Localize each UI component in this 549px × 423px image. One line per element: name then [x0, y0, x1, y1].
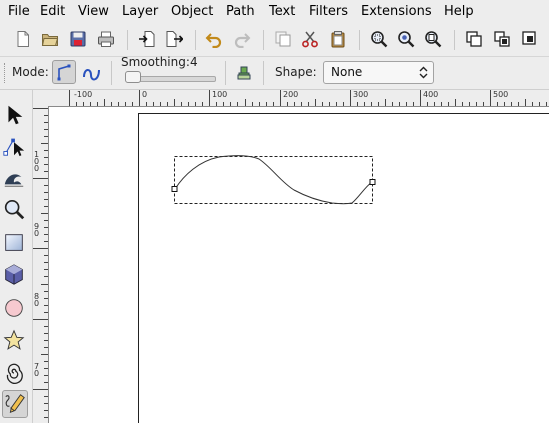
- separator: [225, 61, 226, 85]
- separator: [111, 61, 112, 85]
- zoom-drawing-icon[interactable]: [397, 30, 415, 48]
- hruler-label: 300: [353, 90, 369, 99]
- arrow-cursor-icon: [8, 105, 23, 125]
- grip-handle[interactable]: [4, 63, 7, 83]
- separator: [195, 30, 196, 50]
- ellipse-icon: [5, 299, 23, 317]
- ungroup-icon[interactable]: [493, 30, 511, 48]
- rectangle-icon: [5, 234, 23, 251]
- new-document-icon[interactable]: [14, 30, 32, 48]
- hruler-label: 500: [493, 90, 509, 99]
- save-icon[interactable]: [69, 30, 87, 48]
- horizontal-ruler-ticks: [69, 90, 547, 106]
- open-folder-icon[interactable]: [41, 30, 59, 48]
- smoothing-value: 4: [190, 55, 198, 69]
- pencil-icon: [5, 394, 25, 414]
- node-tool[interactable]: [2, 133, 28, 161]
- vertical-ruler[interactable]: 100 90 80 70: [33, 106, 49, 423]
- tweak-tool[interactable]: [2, 164, 28, 192]
- undo-icon[interactable]: [205, 30, 223, 48]
- zoom-tool[interactable]: [2, 197, 28, 225]
- spiro-mode-button[interactable]: [81, 60, 105, 84]
- use-last-style-icon[interactable]: [235, 63, 253, 81]
- cut-icon[interactable]: [301, 30, 319, 48]
- bezier-path-icon: [57, 64, 71, 81]
- zoom-selection-icon[interactable]: [370, 30, 388, 48]
- hruler-label: 200: [283, 90, 299, 99]
- menu-layer[interactable]: Layer: [122, 4, 159, 19]
- freehand-path[interactable]: [174, 155, 373, 205]
- vruler-label: 70: [34, 362, 40, 378]
- regular-bezier-mode-button[interactable]: [52, 60, 76, 84]
- tweak-wave-icon: [4, 174, 24, 187]
- menu-bar: File Edit View Layer Object Path Text Fi…: [0, 0, 549, 23]
- zoom-page-icon[interactable]: [424, 30, 442, 48]
- menu-filters[interactable]: Filters: [309, 4, 348, 19]
- duplicate-icon[interactable]: [274, 30, 292, 48]
- selector-tool[interactable]: [2, 102, 28, 130]
- canvas-drawing: [138, 113, 549, 423]
- 3d-box-tool[interactable]: [2, 262, 28, 290]
- vruler-label: 100: [34, 150, 40, 173]
- hruler-label: 100: [212, 90, 228, 99]
- commands-bar: [0, 24, 549, 57]
- rectangle-tool[interactable]: [2, 230, 28, 258]
- vruler-label: 90: [34, 222, 40, 238]
- menu-edit[interactable]: Edit: [40, 4, 66, 19]
- separator: [127, 30, 128, 50]
- tool-controls-bar: Mode: Smoothing: 4 Shape:: [0, 55, 549, 90]
- separator: [263, 61, 264, 85]
- menu-object[interactable]: Object: [171, 4, 214, 19]
- ruler-corner: [33, 90, 50, 107]
- mode-label: Mode:: [12, 65, 49, 79]
- path-start-node[interactable]: [171, 186, 178, 192]
- paste-icon[interactable]: [329, 30, 347, 48]
- group-icon[interactable]: [465, 30, 483, 48]
- menu-view[interactable]: View: [78, 4, 109, 19]
- export-icon[interactable]: [165, 30, 183, 48]
- shape-select[interactable]: None: [323, 61, 434, 84]
- import-icon[interactable]: [138, 30, 156, 48]
- separator: [263, 30, 264, 50]
- horizontal-ruler[interactable]: -100 0 100 200 300 400 500: [50, 90, 549, 107]
- ellipse-tool[interactable]: [2, 295, 28, 323]
- separator: [359, 30, 360, 50]
- page-border: [138, 113, 549, 423]
- lock-icon[interactable]: [521, 30, 539, 48]
- drawing-canvas[interactable]: [49, 107, 549, 423]
- menu-path[interactable]: Path: [226, 4, 255, 19]
- hruler-label: 400: [423, 90, 439, 99]
- redo-icon[interactable]: [233, 30, 251, 48]
- menu-text[interactable]: Text: [269, 4, 296, 19]
- 3d-box-icon: [5, 264, 23, 285]
- hruler-label: 0: [142, 90, 148, 99]
- toolbox: [0, 90, 33, 423]
- shape-select-value: None: [331, 65, 363, 79]
- shape-label: Shape:: [275, 65, 317, 79]
- menu-file[interactable]: File: [8, 4, 30, 19]
- print-icon[interactable]: [97, 30, 115, 48]
- pencil-tool[interactable]: [2, 390, 28, 418]
- magnifier-icon: [4, 199, 25, 220]
- spiral-tool[interactable]: [2, 360, 28, 388]
- vruler-label: 80: [34, 292, 40, 308]
- vertical-ruler-ticks: [33, 108, 48, 418]
- hruler-label: -100: [74, 90, 93, 99]
- smoothing-slider-handle[interactable]: [125, 71, 142, 83]
- node-editor-icon: [3, 138, 25, 157]
- smoothing-label: Smoothing:: [121, 55, 190, 69]
- menu-help[interactable]: Help: [444, 4, 474, 19]
- separator: [454, 30, 455, 50]
- star-tool[interactable]: [2, 328, 28, 356]
- star-icon: [3, 329, 25, 350]
- spiral-icon: [6, 363, 23, 384]
- path-end-node[interactable]: [369, 179, 376, 185]
- spiro-path-icon: [83, 69, 100, 81]
- selection-bounding-box: [174, 156, 373, 204]
- menu-extensions[interactable]: Extensions: [361, 4, 432, 19]
- select-arrows-icon: [419, 66, 428, 79]
